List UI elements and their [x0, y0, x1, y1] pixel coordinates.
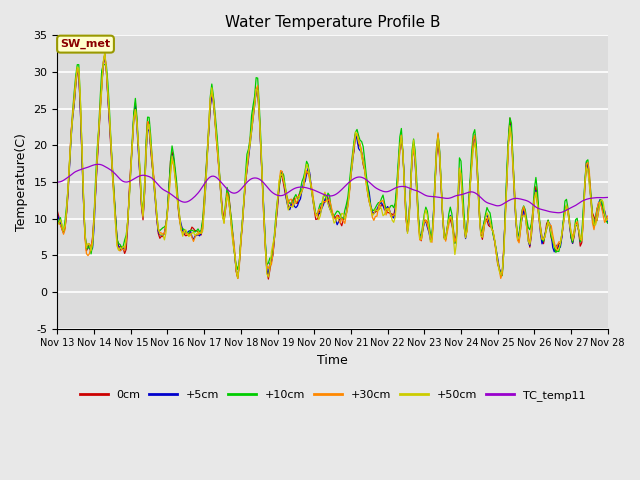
- Text: SW_met: SW_met: [60, 39, 111, 49]
- Legend: 0cm, +5cm, +10cm, +30cm, +50cm, TC_temp11: 0cm, +5cm, +10cm, +30cm, +50cm, TC_temp1…: [76, 385, 590, 405]
- Y-axis label: Temperature(C): Temperature(C): [15, 133, 28, 231]
- Title: Water Temperature Profile B: Water Temperature Profile B: [225, 15, 440, 30]
- X-axis label: Time: Time: [317, 354, 348, 367]
